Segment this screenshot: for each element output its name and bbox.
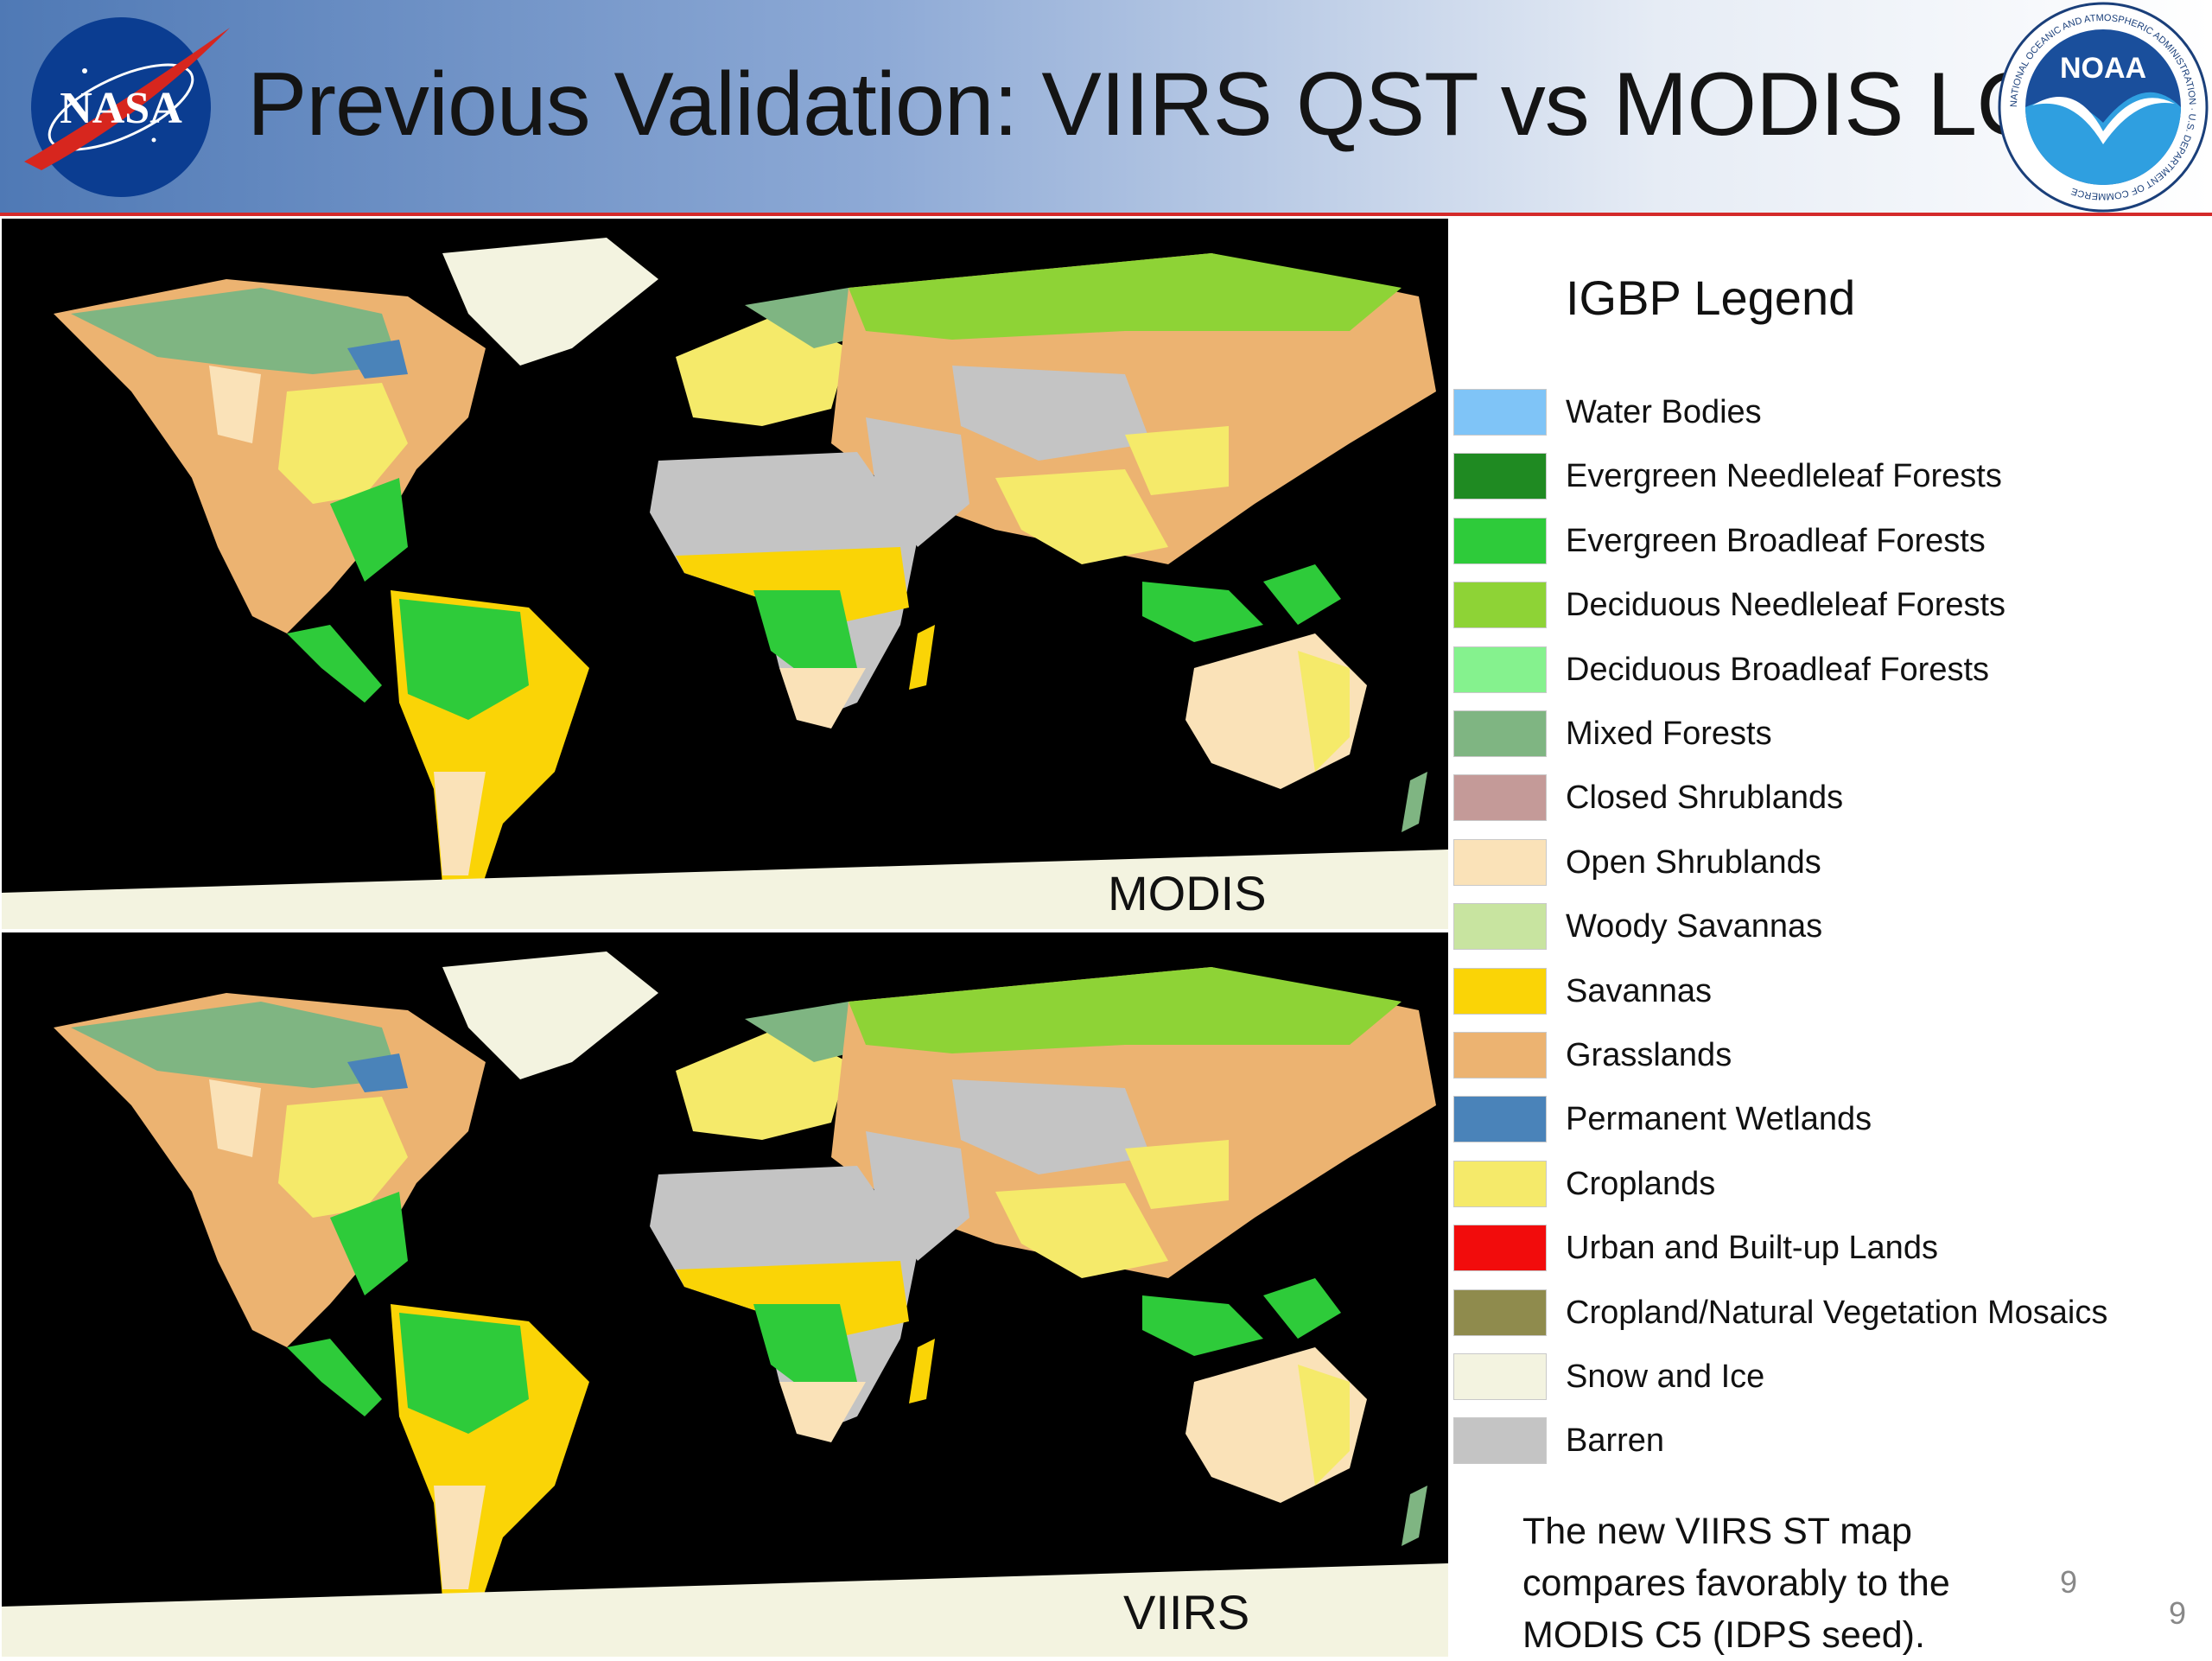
legend-swatch	[1453, 903, 1547, 951]
legend-item: Open Shrublands	[1453, 837, 2196, 891]
map-label-modis: MODIS	[1108, 866, 1267, 920]
legend-item: Urban and Built-up Lands	[1453, 1223, 2196, 1276]
legend-label: Urban and Built-up Lands	[1566, 1230, 1938, 1267]
legend-swatch	[1453, 967, 1547, 1015]
legend-item: Barren	[1453, 1416, 2196, 1469]
legend-label: Permanent Wetlands	[1566, 1101, 1872, 1138]
legend-label: Open Shrublands	[1566, 843, 1821, 881]
legend-swatch	[1453, 1160, 1547, 1207]
legend-item: Cropland/Natural Vegetation Mosaics	[1453, 1288, 2196, 1341]
legend-swatch	[1453, 582, 1547, 629]
legend-label: Water Bodies	[1566, 394, 1762, 430]
nasa-logo: NASA	[24, 17, 230, 197]
legend-swatch	[1453, 774, 1547, 822]
legend-swatch	[1453, 710, 1547, 757]
legend-swatch	[1453, 1353, 1547, 1400]
svg-text:NOAA: NOAA	[2060, 52, 2146, 85]
noaa-logo: NOAA NATIONAL OCEANIC AND ATMOSPHERIC AD…	[1998, 2, 2209, 213]
slide-header: NASA Previous Validation: VIIRS QST vs M…	[0, 0, 2212, 213]
legend-label: Cropland/Natural Vegetation Mosaics	[1566, 1294, 2108, 1331]
legend-item: Croplands	[1453, 1159, 2196, 1212]
legend-label: Snow and Ice	[1566, 1359, 1765, 1395]
legend-swatch	[1453, 838, 1547, 886]
legend-item: Woody Savannas	[1453, 901, 2196, 955]
legend-item: Mixed Forests	[1453, 709, 2196, 762]
legend-item: Closed Shrublands	[1453, 773, 2196, 826]
legend-label: Evergreen Broadleaf Forests	[1566, 522, 1986, 559]
legend-item: Savannas	[1453, 966, 2196, 1020]
viirs-land-cover	[2, 951, 1448, 1657]
legend-label: Croplands	[1566, 1165, 1716, 1202]
legend-title: IGBP Legend	[1566, 270, 1856, 325]
legend-swatch	[1453, 646, 1547, 693]
legend-label: Woody Savannas	[1566, 908, 1823, 945]
legend-item: Deciduous Needleleaf Forests	[1453, 580, 2196, 633]
legend-swatch	[1453, 1417, 1547, 1465]
legend-item: Deciduous Broadleaf Forests	[1453, 645, 2196, 698]
legend-label: Grasslands	[1566, 1037, 1732, 1073]
map-label-viirs: VIIRS	[1123, 1585, 1250, 1639]
legend-label: Barren	[1566, 1422, 1665, 1460]
legend-item: Evergreen Needleleaf Forests	[1453, 451, 2196, 505]
legend-label: Evergreen Needleleaf Forests	[1566, 458, 2002, 495]
modis-land-cover	[2, 238, 1448, 929]
legend-label: Deciduous Needleleaf Forests	[1566, 587, 2006, 624]
legend-swatch	[1453, 453, 1547, 500]
legend-item: Evergreen Broadleaf Forests	[1453, 516, 2196, 570]
slide-title: Previous Validation: VIIRS QST vs MODIS …	[247, 54, 2041, 155]
legend-swatch	[1453, 1225, 1547, 1272]
legend-swatch	[1453, 389, 1547, 436]
legend-item: Snow and Ice	[1453, 1352, 2196, 1405]
legend-label: Deciduous Broadleaf Forests	[1566, 651, 1990, 688]
page-number-inner: 9	[2060, 1564, 2078, 1600]
summary-note: The new VIIRS ST map compares favorably …	[1522, 1511, 1950, 1656]
legend-item: Grasslands	[1453, 1030, 2196, 1084]
modis-map: MODIS	[2, 219, 1448, 929]
legend-label: Mixed Forests	[1566, 716, 1772, 752]
legend-label: Closed Shrublands	[1566, 780, 1844, 817]
legend-swatch	[1453, 1032, 1547, 1079]
viirs-map: VIIRS	[2, 932, 1448, 1657]
legend-swatch	[1453, 1289, 1547, 1336]
legend-swatch	[1453, 1096, 1547, 1143]
legend-item: Permanent Wetlands	[1453, 1094, 2196, 1148]
page-number: 9	[2169, 1595, 2187, 1631]
header-divider	[0, 213, 2212, 216]
legend-swatch	[1453, 517, 1547, 564]
legend-item: Water Bodies	[1453, 387, 2196, 441]
legend-label: Savannas	[1566, 972, 1713, 1009]
svg-text:NASA: NASA	[60, 84, 182, 133]
